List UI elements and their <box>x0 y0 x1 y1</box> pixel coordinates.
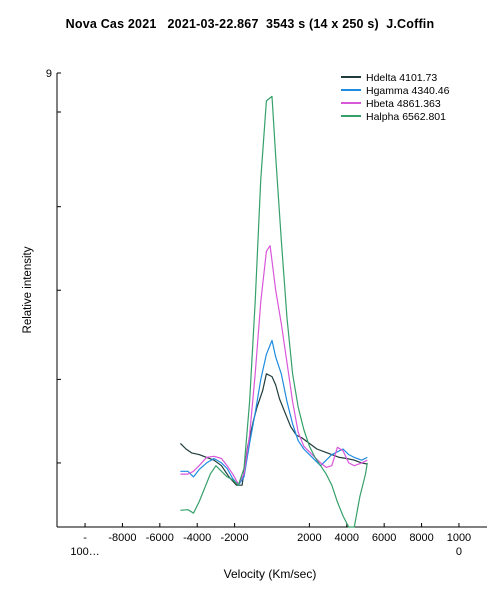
x-tick-label: 4000 <box>335 532 359 544</box>
legend-entry-label: Hbeta 4861.363 <box>366 98 441 110</box>
legend-entry-label: Hgamma 4340.46 <box>366 85 450 97</box>
x-tick-label: -6000 <box>146 532 174 544</box>
x-axis-label: Velocity (Km/sec) <box>223 567 317 581</box>
x-tick-label: 2000 <box>297 532 321 544</box>
y-tick-label: 9 <box>46 68 52 80</box>
y-axis-label: Relative intensity <box>22 246 34 334</box>
series-line-1 <box>179 373 368 486</box>
x-tick-label: -8000 <box>108 532 136 544</box>
series-line-3 <box>180 245 368 485</box>
legend-entry-label: Halpha 6562.801 <box>366 111 446 123</box>
x-tick-label: 0 <box>456 546 462 558</box>
x-tick-label: 1000 <box>447 532 471 544</box>
chart-title: Nova Cas 2021 2021-03-22.867 3543 s (14 … <box>65 17 435 31</box>
series-lines <box>179 95 368 528</box>
x-tick-label: 6000 <box>372 532 396 544</box>
series-line-4 <box>180 95 368 528</box>
x-tick-label: - <box>83 532 87 544</box>
axes: 9 - 100… -8000 -6000 -4000 -2000 2000 4000 6000 80… <box>46 68 487 558</box>
series-line-2 <box>180 339 368 486</box>
legend-entry-label: Hdelta 4101.73 <box>366 72 437 84</box>
x-tick-label: -2000 <box>221 532 249 544</box>
x-tick-label: 8000 <box>409 532 433 544</box>
x-tick-label: 100… <box>70 546 99 558</box>
x-tick-label: -4000 <box>183 532 211 544</box>
